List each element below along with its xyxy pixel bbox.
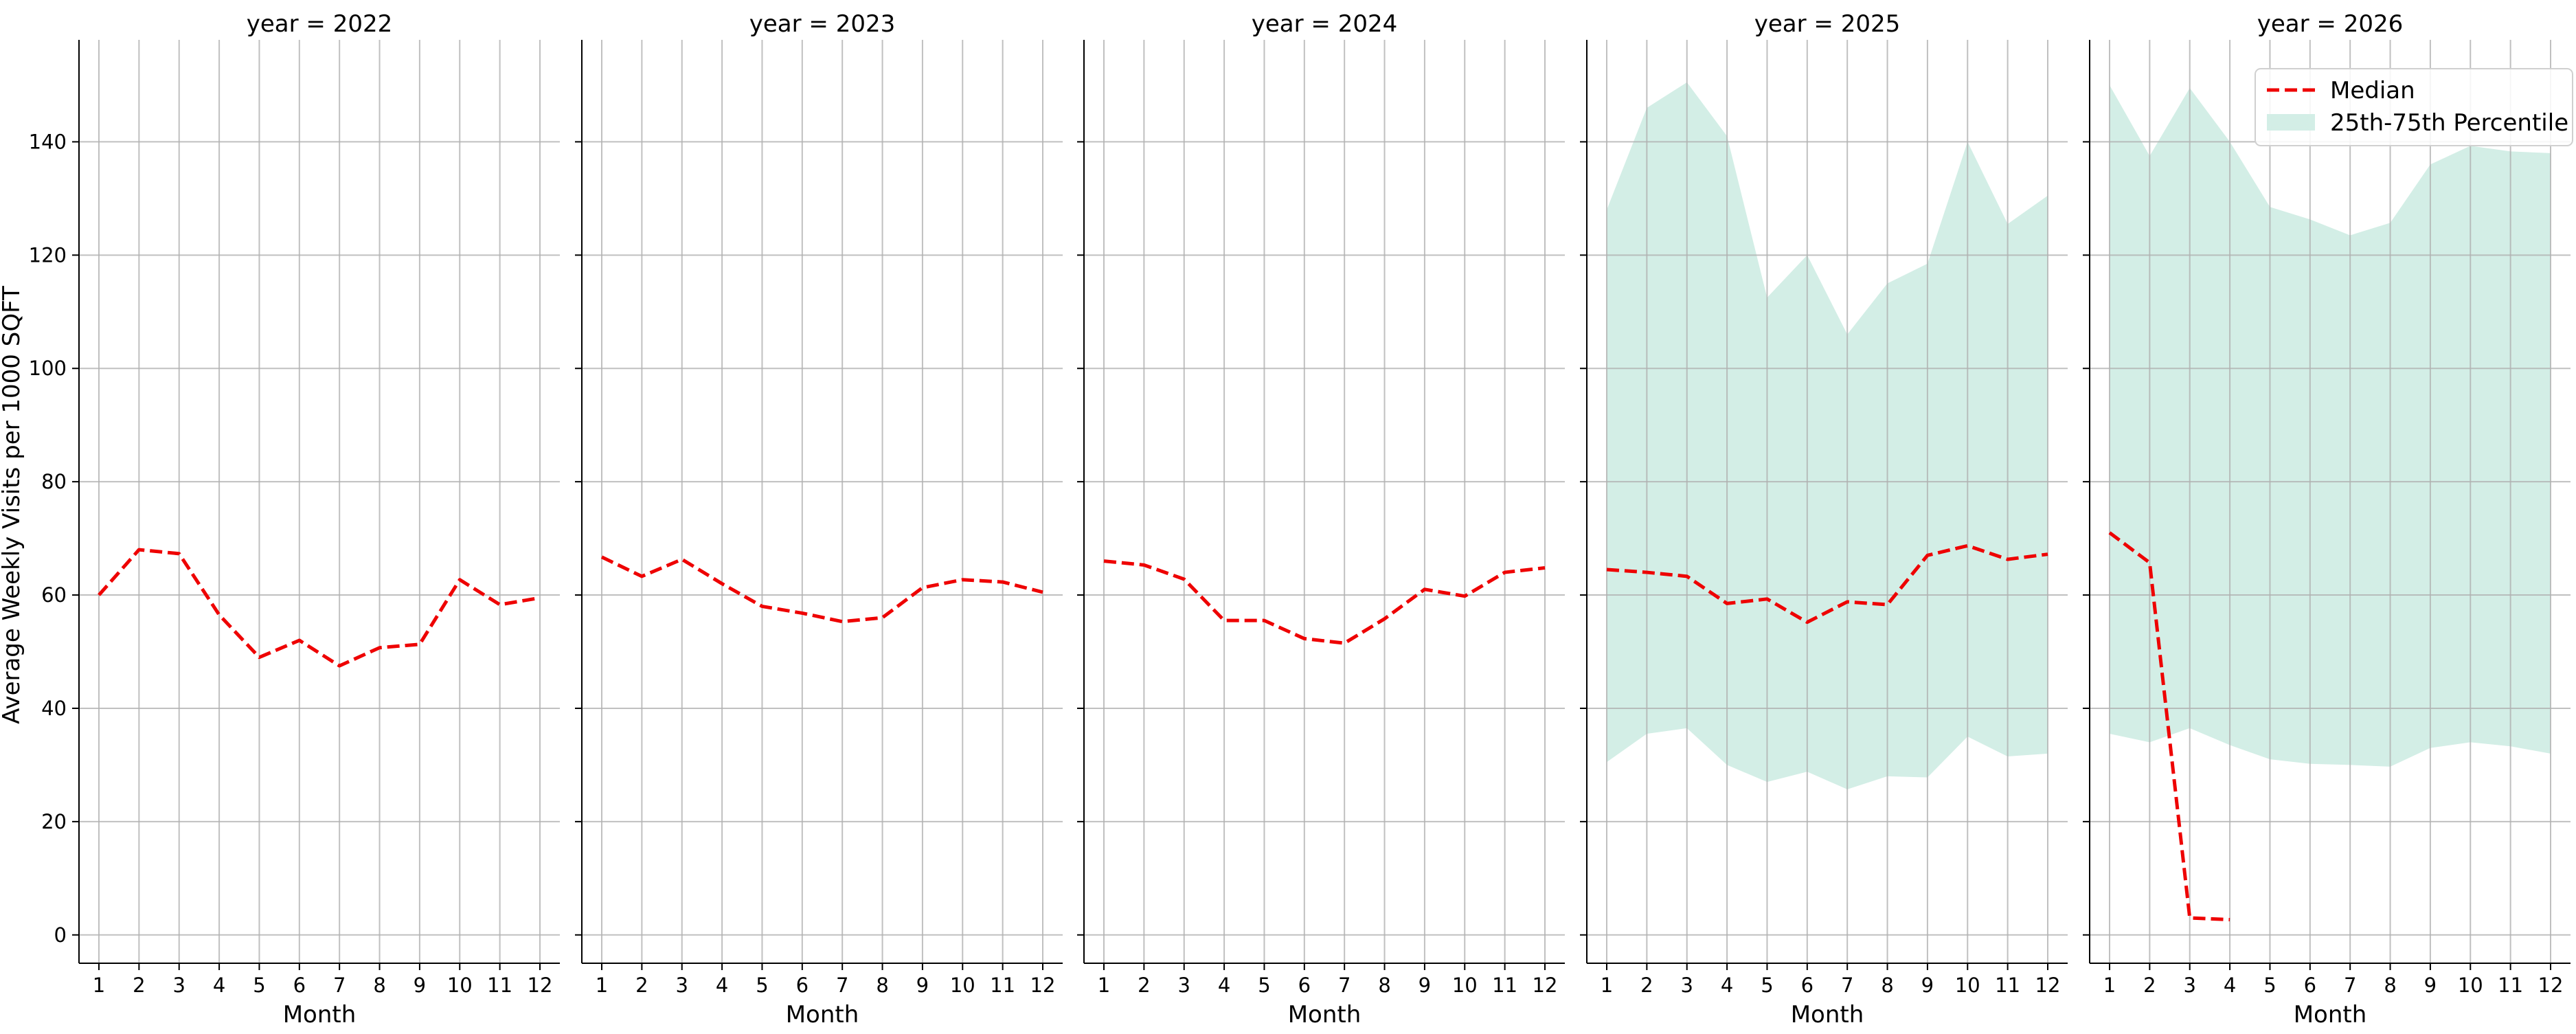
x-tick-label: 3 bbox=[1681, 974, 1693, 997]
x-tick-label: 7 bbox=[836, 974, 848, 997]
median-line bbox=[600, 555, 1043, 624]
legend-percentile-label: 25th-75th Percentile bbox=[2330, 109, 2568, 137]
panel-title: year = 2025 bbox=[1754, 10, 1900, 38]
x-tick-label: 11 bbox=[1492, 974, 1517, 997]
x-tick-label: 1 bbox=[596, 974, 608, 997]
x-tick-label: 9 bbox=[1921, 974, 1934, 997]
x-tick-label: 5 bbox=[253, 974, 265, 997]
x-tick-label: 8 bbox=[373, 974, 385, 997]
x-tick-label: 6 bbox=[796, 974, 809, 997]
x-axis-label: Month bbox=[1288, 1001, 1362, 1029]
x-tick-label: 3 bbox=[2184, 974, 2196, 997]
x-tick-label: 10 bbox=[1955, 974, 1980, 997]
y-tick-label: 120 bbox=[29, 243, 67, 267]
x-tick-label: 10 bbox=[447, 974, 473, 997]
x-tick-label: 12 bbox=[1533, 974, 1558, 997]
percentile-band bbox=[1607, 82, 2048, 789]
y-tick-label: 20 bbox=[41, 810, 67, 833]
x-tick-label: 8 bbox=[1378, 974, 1390, 997]
x-tick-label: 10 bbox=[1452, 974, 1478, 997]
x-axis-label: Month bbox=[283, 1001, 357, 1029]
x-tick-label: 4 bbox=[2224, 974, 2236, 997]
x-tick-label: 6 bbox=[293, 974, 306, 997]
x-tick-label: 4 bbox=[1218, 974, 1230, 997]
panel-title: year = 2022 bbox=[247, 10, 392, 38]
x-tick-label: 1 bbox=[2103, 974, 2116, 997]
x-tick-label: 2 bbox=[2143, 974, 2156, 997]
x-tick-label: 12 bbox=[2538, 974, 2564, 997]
x-tick-label: 10 bbox=[2458, 974, 2483, 997]
x-tick-label: 11 bbox=[2498, 974, 2523, 997]
x-tick-label: 4 bbox=[213, 974, 225, 997]
x-axis-label: Month bbox=[2294, 1001, 2367, 1029]
x-tick-label: 12 bbox=[2035, 974, 2061, 997]
x-tick-label: 8 bbox=[1881, 974, 1893, 997]
x-tick-label: 2 bbox=[133, 974, 145, 997]
median-line bbox=[98, 548, 541, 668]
y-tick-label: 80 bbox=[41, 470, 67, 493]
x-tick-label: 11 bbox=[990, 974, 1015, 997]
panel-title: year = 2024 bbox=[1252, 10, 1397, 38]
x-tick-label: 3 bbox=[1178, 974, 1190, 997]
x-tick-label: 11 bbox=[1995, 974, 2020, 997]
x-tick-label: 9 bbox=[414, 974, 426, 997]
median-line bbox=[1103, 559, 1546, 645]
x-tick-label: 6 bbox=[1298, 974, 1311, 997]
x-tick-label: 9 bbox=[2424, 974, 2437, 997]
x-tick-label: 5 bbox=[1258, 974, 1270, 997]
x-tick-label: 12 bbox=[1030, 974, 1056, 997]
x-tick-label: 8 bbox=[876, 974, 888, 997]
x-tick-label: 4 bbox=[1721, 974, 1733, 997]
x-tick-label: 9 bbox=[1419, 974, 1431, 997]
x-tick-label: 3 bbox=[173, 974, 185, 997]
median-line bbox=[2108, 531, 2230, 922]
x-tick-label: 10 bbox=[950, 974, 975, 997]
x-tick-label: 2 bbox=[1138, 974, 1150, 997]
percentile-band bbox=[2110, 85, 2551, 767]
y-axis-label: Average Weekly Visits per 1000 SQFT bbox=[0, 286, 25, 724]
x-tick-label: 5 bbox=[1761, 974, 1773, 997]
x-tick-label: 1 bbox=[1098, 974, 1110, 997]
x-axis-label: Month bbox=[1791, 1001, 1864, 1029]
x-tick-label: 9 bbox=[916, 974, 929, 997]
median-line bbox=[1606, 543, 2048, 625]
x-tick-label: 2 bbox=[1640, 974, 1653, 997]
x-tick-label: 2 bbox=[635, 974, 648, 997]
x-tick-label: 6 bbox=[1801, 974, 1814, 997]
y-tick-label: 60 bbox=[41, 583, 67, 607]
y-tick-label: 140 bbox=[29, 130, 67, 153]
legend-frame bbox=[2255, 68, 2573, 146]
legend-median-label: Median bbox=[2330, 77, 2415, 104]
x-axis-label: Month bbox=[786, 1001, 859, 1029]
x-tick-label: 1 bbox=[93, 974, 105, 997]
x-tick-label: 5 bbox=[756, 974, 768, 997]
panel-title: year = 2023 bbox=[749, 10, 895, 38]
y-tick-label: 0 bbox=[54, 923, 67, 947]
panel-title: year = 2026 bbox=[2257, 10, 2403, 38]
legend: Median 25th-75th Percentile bbox=[2255, 68, 2573, 146]
x-tick-label: 12 bbox=[528, 974, 553, 997]
x-tick-label: 7 bbox=[1338, 974, 1351, 997]
y-tick-label: 100 bbox=[29, 357, 67, 380]
x-tick-label: 11 bbox=[487, 974, 512, 997]
x-tick-label: 3 bbox=[676, 974, 688, 997]
x-tick-label: 4 bbox=[716, 974, 728, 997]
x-tick-label: 5 bbox=[2263, 974, 2276, 997]
x-tick-label: 7 bbox=[1841, 974, 1853, 997]
x-tick-label: 6 bbox=[2304, 974, 2316, 997]
x-tick-label: 7 bbox=[333, 974, 346, 997]
x-tick-label: 1 bbox=[1601, 974, 1613, 997]
x-tick-label: 7 bbox=[2344, 974, 2356, 997]
legend-percentile-swatch bbox=[2267, 114, 2315, 131]
y-tick-label: 40 bbox=[41, 697, 67, 720]
x-tick-label: 8 bbox=[2384, 974, 2396, 997]
